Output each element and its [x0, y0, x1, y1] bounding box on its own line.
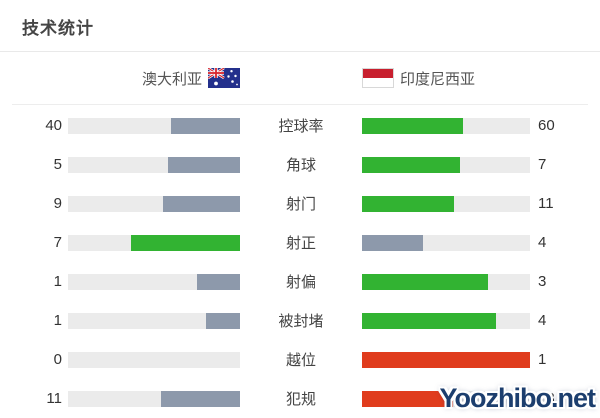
stat-label: 射偏 [285, 274, 316, 291]
team-away: 印度尼西亚 [362, 68, 475, 89]
home-bar-track [68, 156, 240, 173]
team-home: 澳大利亚 [0, 68, 240, 89]
stat-row: 0 越位 1 [0, 340, 600, 379]
away-bar-track [362, 351, 530, 368]
away-bar-fill [362, 156, 460, 173]
stat-row: 9 射门 11 [0, 184, 600, 223]
away-value: 1 [538, 351, 547, 368]
home-bar-track [68, 312, 240, 329]
away-bar-fill [362, 312, 497, 329]
stat-label: 犯规 [285, 391, 316, 408]
away-bar-fill [362, 273, 488, 290]
away-value: 13 [538, 390, 555, 407]
stat-label: 射门 [285, 196, 316, 213]
home-bar-fill [162, 195, 240, 212]
stat-row: 1 射偏 3 [0, 262, 600, 301]
page-title: 技术统计 [22, 19, 94, 38]
away-bar-fill [362, 390, 454, 407]
home-bar-track [68, 195, 240, 212]
away-value: 11 [538, 195, 554, 212]
away-value: 4 [538, 312, 547, 329]
away-bar-track [362, 312, 530, 329]
away-bar-track [362, 390, 530, 407]
stat-row: 11 犯规 13 [0, 379, 600, 418]
home-value: 1 [53, 273, 62, 290]
home-bar-fill [171, 117, 240, 134]
team-header: 澳大利亚 印度尼西亚 [0, 52, 600, 104]
away-bar-track [362, 195, 530, 212]
home-bar-track [68, 390, 240, 407]
away-value: 3 [538, 273, 547, 290]
away-bar-track [362, 117, 530, 134]
away-bar-track [362, 234, 530, 251]
home-value: 7 [53, 234, 62, 251]
stat-row: 7 射正 4 [0, 223, 600, 262]
home-bar-fill [130, 234, 240, 251]
stat-row: 40 控球率 60 [0, 106, 600, 145]
home-bar-track [68, 351, 240, 368]
home-bar-fill [197, 273, 240, 290]
away-team-name: 印度尼西亚 [400, 70, 476, 88]
away-value: 60 [538, 117, 555, 134]
stat-label: 越位 [285, 352, 316, 369]
home-team-name: 澳大利亚 [141, 70, 202, 88]
away-bar-fill [362, 195, 455, 212]
divider-top [0, 51, 600, 52]
home-bar-fill [161, 390, 240, 407]
title-bar: 技术统计 [0, 0, 600, 51]
stat-label: 控球率 [278, 118, 324, 135]
away-bar-track [362, 273, 530, 290]
away-bar-fill [362, 234, 424, 251]
away-value: 7 [538, 156, 547, 173]
home-value: 0 [53, 351, 62, 368]
home-bar-fill [168, 156, 240, 173]
home-bar-track [68, 273, 240, 290]
away-value: 4 [538, 234, 547, 251]
home-bar-track [68, 117, 240, 134]
home-value: 40 [45, 117, 62, 134]
watermark-text: Yoozhibo.net [439, 383, 596, 413]
home-bar-fill [205, 312, 240, 329]
home-value: 5 [53, 156, 62, 173]
stat-label: 射正 [285, 235, 316, 252]
indonesia-flag-icon [362, 68, 394, 88]
australia-flag-icon [208, 68, 240, 88]
away-bar-fill [362, 351, 530, 368]
away-bar-fill [362, 117, 463, 134]
stat-label: 角球 [285, 157, 316, 174]
stat-label: 被封堵 [278, 313, 324, 330]
home-bar-track [68, 234, 240, 251]
home-value: 11 [46, 390, 62, 407]
home-value: 1 [53, 312, 62, 329]
stat-row: 1 被封堵 4 [0, 301, 600, 340]
stats-rows: 40 控球率 60 5 角球 7 9 射门 11 7 [0, 105, 600, 418]
home-value: 9 [53, 195, 62, 212]
away-bar-track [362, 156, 530, 173]
stat-row: 5 角球 7 [0, 145, 600, 184]
divider-mid [12, 104, 588, 105]
